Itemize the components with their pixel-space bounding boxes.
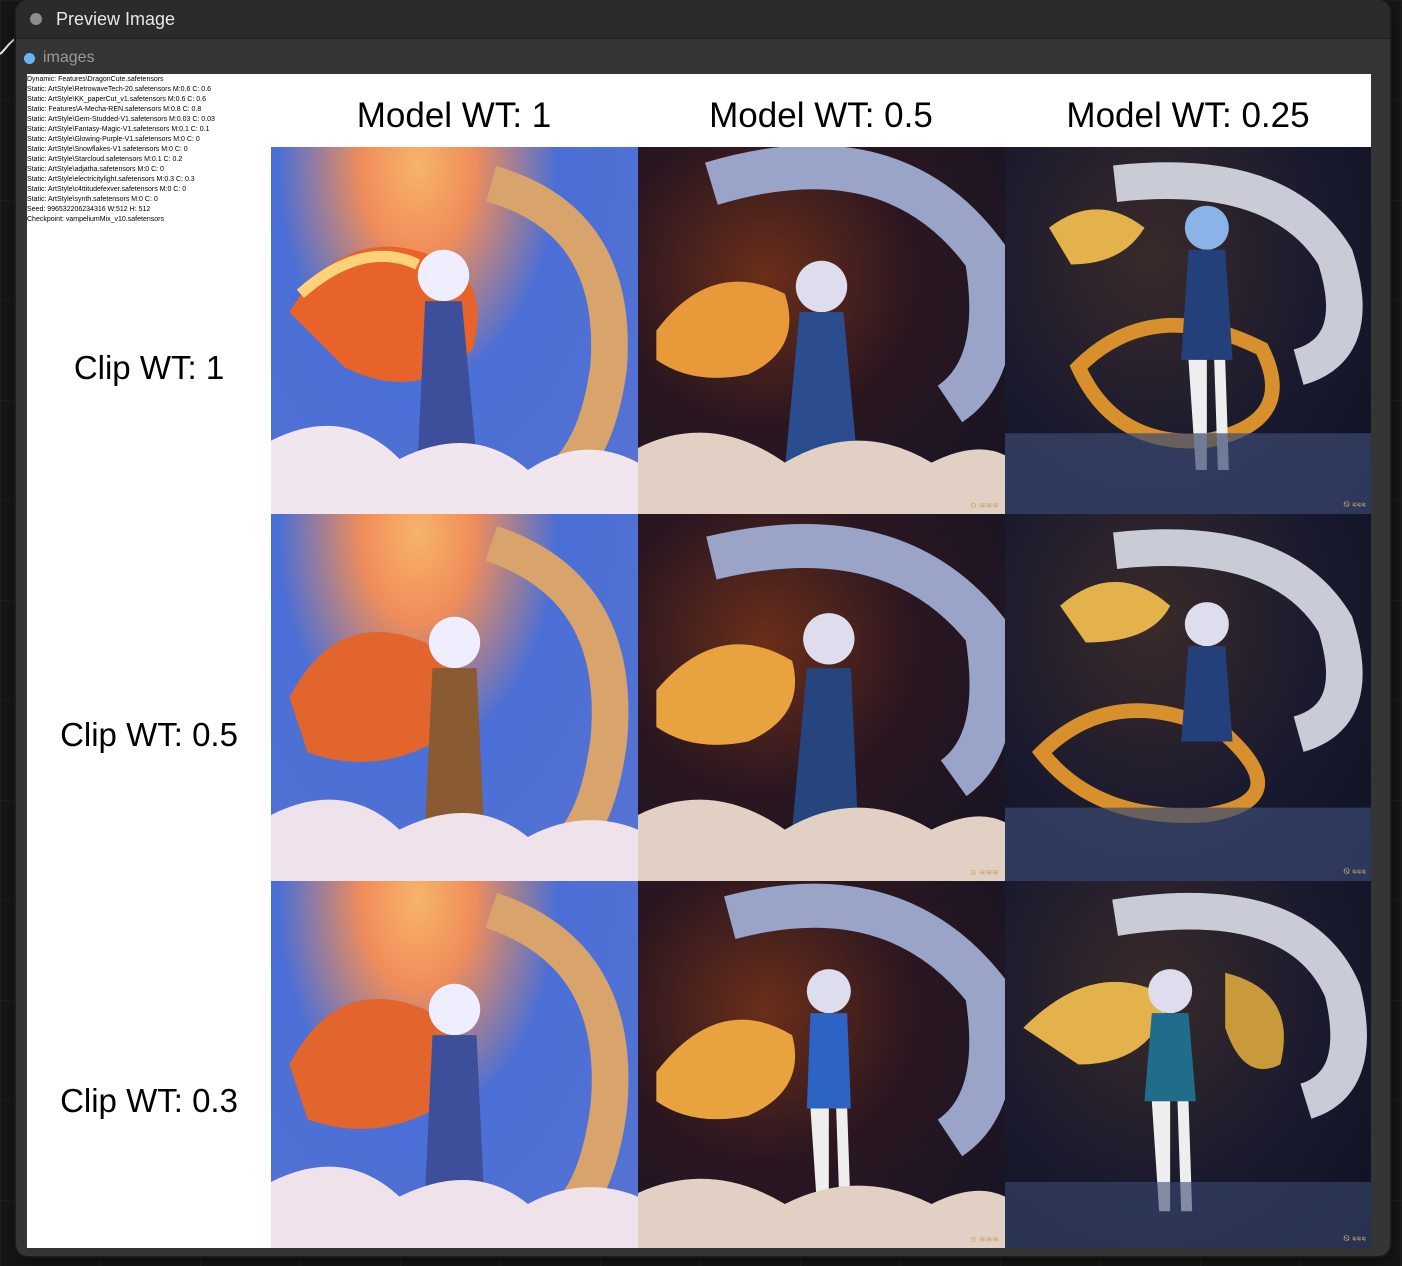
watermark: Ꮻ ≋≋≋	[1343, 867, 1366, 876]
info-line: Static: ArtStyle\Starcloud.safetensors M…	[27, 156, 183, 163]
images-input[interactable]: images	[16, 48, 95, 68]
info-line: Static: ArtStyle\Fantasy-Magic-V1.safete…	[27, 126, 210, 133]
info-line: Dynamic: Features\DragonCute.safetensors	[27, 76, 164, 83]
watermark: Ꮻ ≋≋≋	[1343, 1234, 1366, 1243]
preview-image-grid[interactable]: Dynamic: Features\DragonCute.safetensors…	[27, 74, 1371, 1248]
column-label-model-wt-0-5: Model WT: 0.5	[709, 96, 933, 135]
column-label-model-wt-1: Model WT: 1	[356, 96, 552, 135]
row-label-clip-wt-0-5: Clip WT: 0.5	[60, 716, 238, 753]
info-line: Static: ArtStyle\Gem-Studded-V1.safetens…	[27, 116, 215, 123]
info-line: Static: Features\A-Mecha-REN.safetensors…	[27, 106, 202, 113]
lora-info-text: Dynamic: Features\DragonCute.safetensors…	[27, 75, 271, 225]
info-line: Seed: 996532206234316 W:512 H: 512	[27, 206, 151, 213]
collapse-toggle-icon[interactable]	[30, 13, 42, 25]
preview-image-node[interactable]: Preview Image images Dynamic: Features\D…	[16, 0, 1390, 1256]
info-line: Checkpoint: vampeliumMix_v10.safetensors	[27, 216, 164, 223]
row-label-clip-wt-0-3: Clip WT: 0.3	[60, 1082, 238, 1119]
dragon-image: ⊙ ≋≋≋	[638, 881, 1005, 1248]
dragon-image: ⊙ ≋≋≋	[638, 147, 1005, 514]
input-slot-icon[interactable]	[24, 52, 35, 64]
info-line: Static: ArtStyle\adjatha.safetensors M:0…	[27, 166, 164, 173]
info-line: Static: ArtStyle\Snowflakes-V1.safetenso…	[27, 146, 188, 153]
row-label-clip-wt-1: Clip WT: 1	[73, 349, 225, 386]
node-header[interactable]: Preview Image	[16, 0, 1390, 39]
column-label-model-wt-0-25: Model WT: 0.25	[1066, 96, 1310, 135]
info-line: Static: ArtStyle\Glowing-Purple-V1.safet…	[27, 136, 200, 143]
dragon-image: Ꮻ ≋≋≋	[1005, 514, 1371, 881]
dragon-image	[271, 881, 638, 1248]
dragon-image	[271, 147, 638, 514]
info-line: Static: ArtStyle\electricitylight.safete…	[27, 176, 195, 183]
info-line: Static: ArtStyle\c4ttitudefexver.safeten…	[27, 186, 187, 193]
watermark: ⊙ ≋≋≋	[969, 1235, 999, 1244]
info-line: Static: ArtStyle\KK_paperCut_v1.safetens…	[27, 96, 206, 103]
dragon-image	[271, 514, 638, 881]
dragon-image: Ꮻ ≋≋≋	[1005, 147, 1371, 514]
watermark: ⊙ ≋≋≋	[969, 501, 999, 510]
input-label: images	[43, 49, 95, 66]
dragon-image: Ꮻ ≋≋≋	[1005, 881, 1371, 1248]
info-line: Static: ArtStyle\RetrowaveTech-20.safete…	[27, 86, 212, 93]
dragon-image: ⊙ ≋≋≋	[638, 514, 1005, 881]
node-title: Preview Image	[56, 8, 176, 29]
watermark: Ꮻ ≋≋≋	[1343, 500, 1366, 509]
info-line: Static: ArtStyle\synth.safetensors M:0 C…	[27, 196, 158, 203]
watermark: ⊙ ≋≋≋	[969, 868, 999, 877]
